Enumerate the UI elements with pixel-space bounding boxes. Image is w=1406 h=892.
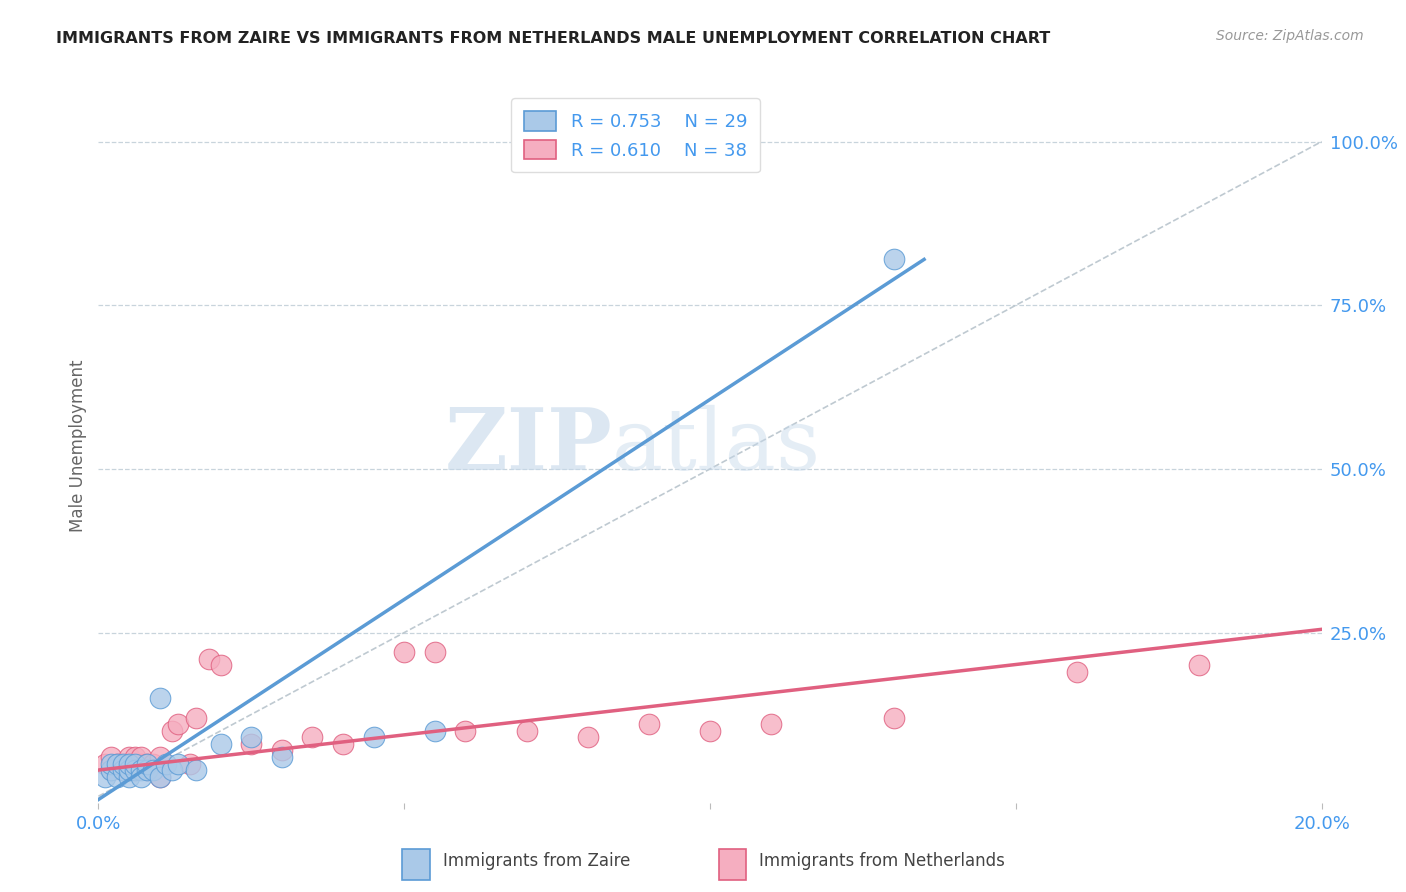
Point: [105, 756, 128, 771]
Point: [454, 723, 477, 738]
Point: [883, 711, 905, 725]
Legend: R = 0.753    N = 29, R = 0.610    N = 38: R = 0.753 N = 29, R = 0.610 N = 38: [512, 98, 759, 172]
Point: [105, 770, 128, 784]
Point: [149, 770, 172, 784]
Point: [118, 756, 141, 771]
Point: [105, 756, 128, 771]
Point: [142, 756, 165, 771]
Point: [93, 770, 115, 784]
Point: [270, 750, 292, 764]
Point: [160, 723, 183, 738]
Point: [883, 252, 905, 267]
Point: [160, 763, 183, 777]
Point: [124, 750, 146, 764]
Point: [363, 731, 385, 745]
Text: Immigrants from Zaire: Immigrants from Zaire: [443, 852, 630, 870]
Text: IMMIGRANTS FROM ZAIRE VS IMMIGRANTS FROM NETHERLANDS MALE UNEMPLOYMENT CORRELATI: IMMIGRANTS FROM ZAIRE VS IMMIGRANTS FROM…: [56, 31, 1050, 46]
Point: [129, 750, 152, 764]
Point: [186, 711, 208, 725]
Point: [637, 717, 661, 731]
Point: [129, 756, 152, 771]
Point: [111, 756, 134, 771]
Point: [118, 750, 141, 764]
Point: [136, 763, 159, 777]
Point: [209, 737, 232, 751]
Point: [111, 756, 134, 771]
Point: [129, 770, 152, 784]
Point: [111, 763, 134, 777]
Point: [118, 770, 141, 784]
Point: [179, 756, 201, 771]
Point: [423, 645, 446, 659]
Y-axis label: Male Unemployment: Male Unemployment: [69, 359, 87, 533]
Point: [240, 731, 263, 745]
Point: [100, 750, 122, 764]
Point: [124, 763, 146, 777]
Point: [699, 723, 721, 738]
Point: [118, 763, 141, 777]
Point: [136, 756, 159, 771]
Point: [129, 763, 152, 777]
Text: Immigrants from Netherlands: Immigrants from Netherlands: [759, 852, 1005, 870]
Text: atlas: atlas: [612, 404, 821, 488]
Point: [186, 763, 208, 777]
Point: [100, 763, 122, 777]
Point: [576, 731, 599, 745]
Point: [423, 723, 446, 738]
Point: [301, 731, 323, 745]
Point: [516, 723, 538, 738]
Point: [759, 717, 782, 731]
Point: [167, 756, 190, 771]
Point: [100, 756, 122, 771]
Point: [392, 645, 416, 659]
Point: [142, 763, 165, 777]
Point: [240, 737, 263, 751]
Text: Source: ZipAtlas.com: Source: ZipAtlas.com: [1216, 29, 1364, 43]
Point: [167, 717, 190, 731]
Point: [118, 756, 141, 771]
Point: [136, 756, 159, 771]
Point: [93, 756, 115, 771]
Point: [149, 691, 172, 706]
Point: [197, 652, 219, 666]
Point: [149, 750, 172, 764]
Point: [100, 763, 122, 777]
Point: [124, 763, 146, 777]
Point: [111, 763, 134, 777]
Point: [1188, 658, 1211, 673]
Text: ZIP: ZIP: [444, 404, 612, 488]
Point: [332, 737, 354, 751]
Point: [136, 763, 159, 777]
Point: [155, 756, 177, 771]
Point: [270, 743, 292, 757]
Point: [209, 658, 232, 673]
Point: [149, 770, 172, 784]
Point: [124, 756, 146, 771]
Point: [1066, 665, 1088, 679]
